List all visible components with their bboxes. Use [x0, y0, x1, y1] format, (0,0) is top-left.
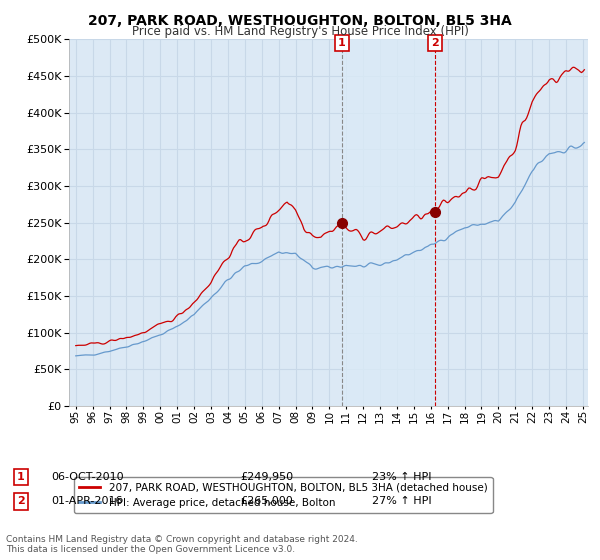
Text: 06-OCT-2010: 06-OCT-2010: [51, 472, 124, 482]
Text: 1: 1: [17, 472, 25, 482]
Text: 27% ↑ HPI: 27% ↑ HPI: [372, 496, 431, 506]
Legend: 207, PARK ROAD, WESTHOUGHTON, BOLTON, BL5 3HA (detached house), HPI: Average pri: 207, PARK ROAD, WESTHOUGHTON, BOLTON, BL…: [74, 477, 493, 513]
Text: 1: 1: [338, 38, 346, 48]
Text: 207, PARK ROAD, WESTHOUGHTON, BOLTON, BL5 3HA: 207, PARK ROAD, WESTHOUGHTON, BOLTON, BL…: [88, 14, 512, 28]
Text: 23% ↑ HPI: 23% ↑ HPI: [372, 472, 431, 482]
Text: 2: 2: [431, 38, 439, 48]
Bar: [342, 39, 435, 406]
Text: £249,950: £249,950: [240, 472, 293, 482]
Text: 01-APR-2016: 01-APR-2016: [51, 496, 122, 506]
Text: £265,000: £265,000: [240, 496, 293, 506]
Text: 2: 2: [17, 496, 25, 506]
Text: Price paid vs. HM Land Registry's House Price Index (HPI): Price paid vs. HM Land Registry's House …: [131, 25, 469, 38]
Text: Contains HM Land Registry data © Crown copyright and database right 2024.
This d: Contains HM Land Registry data © Crown c…: [6, 535, 358, 554]
